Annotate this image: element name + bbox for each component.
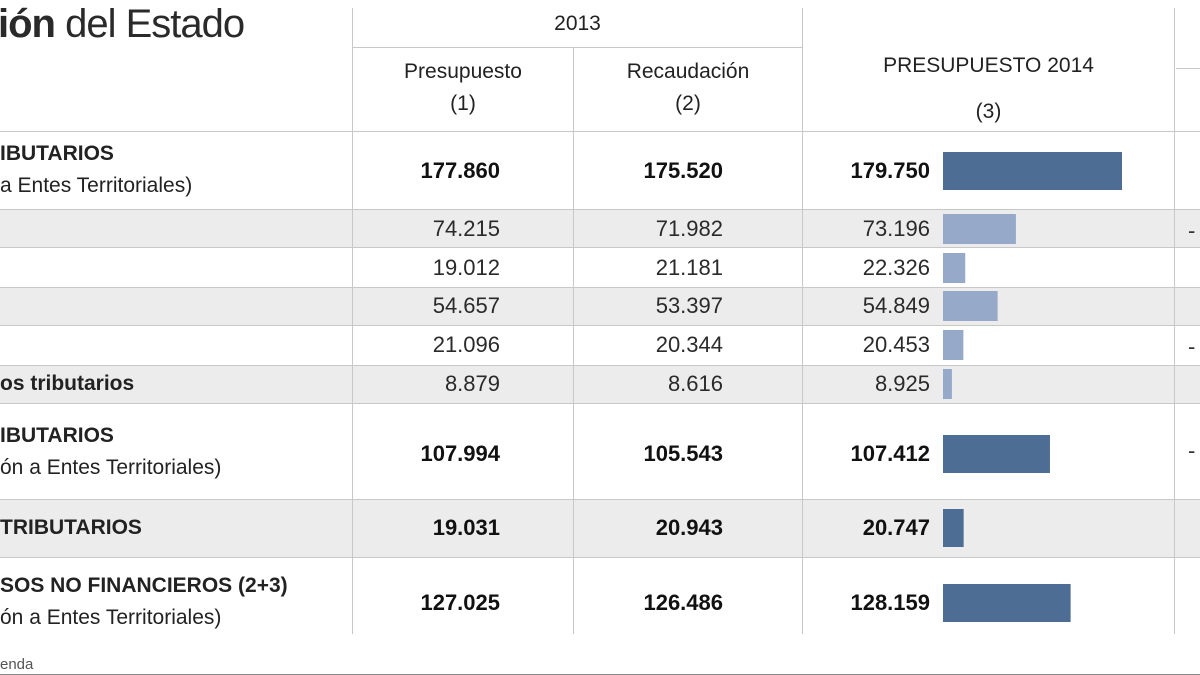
cell-p2013: 19.012 [432,255,500,280]
bar-2 [943,253,966,283]
bar-4 [943,330,964,360]
bar-3 [943,291,998,321]
cell-p2014: 20.453 [862,332,930,357]
row-rule [0,365,1200,366]
row-label-line2: a Entes Territoriales) [0,174,193,197]
cell-p2013: 8.879 [444,371,500,396]
row-label-line2: ón a Entes Territoriales) [0,606,222,629]
col-rule [802,8,803,634]
col-rule [573,47,574,634]
header-year-2013: 2013 [554,12,601,35]
bar-7 [943,509,964,547]
row-band [0,365,1200,403]
header-col1-name: Presupuesto [404,60,522,83]
header-col2-note: (2) [675,92,701,115]
cell-p2014: 20.747 [862,515,930,540]
header-rule-right [1176,68,1200,69]
bar-8 [943,584,1071,622]
bar-6 [943,435,1050,473]
row-rule [0,247,1200,248]
cell-p2014: 54.849 [862,293,930,318]
row-rule [0,325,1200,326]
cell-r2013: 175.520 [643,158,723,183]
row-label: IBUTARIOS ón a Entes Territoriales) [0,420,221,484]
header-presupuesto-2013: Presupuesto (1) [353,56,573,120]
title-bold: ión [0,2,56,46]
cell-p2013: 54.657 [432,293,500,318]
bar-5 [943,369,952,399]
header-presupuesto-2014: PRESUPUESTO 2014 (3) [803,43,1174,135]
cell-r2013: 126.486 [643,590,723,615]
cell-p2013: 19.031 [432,515,500,540]
cell-r2013: 53.397 [655,293,723,318]
row-rule [0,499,1200,500]
row-label-line1: IBUTARIOS [0,142,114,165]
title-rest: del Estado [54,2,245,46]
cell-p2013: 21.096 [432,332,500,357]
col-rule [1174,8,1175,634]
cell-r2013: 105.543 [643,441,723,466]
chart-title: ión del Estado [0,2,245,47]
cell-p2014: 22.326 [862,255,930,280]
header-recaudacion-2013: Recaudación (2) [574,56,802,120]
row-label: TRIBUTARIOS [0,516,142,539]
cell-p2014: 179.750 [850,158,930,183]
cell-r2013: 21.181 [655,255,723,280]
row-band [0,287,1200,325]
col-rule [352,8,353,634]
cell-r2013: 71.982 [655,216,723,241]
cell-r2013: 20.344 [655,332,723,357]
row-label-line2: ón a Entes Territoriales) [0,456,222,479]
cell-r2013: 20.943 [655,515,723,540]
row-band [0,499,1200,557]
source-note: enda [0,656,34,673]
cell-p2014: 128.159 [850,590,930,615]
bar-0 [943,152,1122,190]
row-rule [0,209,1200,210]
row-label: SOS NO FINANCIEROS (2+3) ón a Entes Terr… [0,570,288,634]
header-bottom-rule [0,131,1200,132]
row-label: os tributarios [0,372,135,395]
header-col3-name: PRESUPUESTO 2014 [883,54,1094,77]
cropped-cell: - [1188,218,1196,243]
cell-p2014: 8.925 [874,371,930,396]
row-rule [0,403,1200,404]
header-col1-note: (1) [450,92,476,115]
cell-r2013: 8.616 [667,371,723,396]
row-label-line1: SOS NO FINANCIEROS (2+3) [0,574,288,597]
cropped-cell: - [1188,334,1196,359]
row-rule [0,287,1200,288]
header-col2-name: Recaudación [626,60,750,83]
cell-p2013: 107.994 [420,441,500,466]
cell-p2013: 177.860 [420,158,500,183]
row-label-line1: IBUTARIOS [0,424,114,447]
cell-p2014: 73.196 [862,216,930,241]
header-rule [352,47,802,48]
cell-p2014: 107.412 [850,441,930,466]
header-col3-note: (3) [975,100,1002,123]
cropped-cell: - [1188,438,1196,463]
row-label: IBUTARIOS a Entes Territoriales) [0,138,192,202]
bar-1 [943,214,1016,244]
row-rule [0,557,1200,558]
cell-p2013: 74.215 [432,216,500,241]
cell-p2013: 127.025 [420,590,500,615]
